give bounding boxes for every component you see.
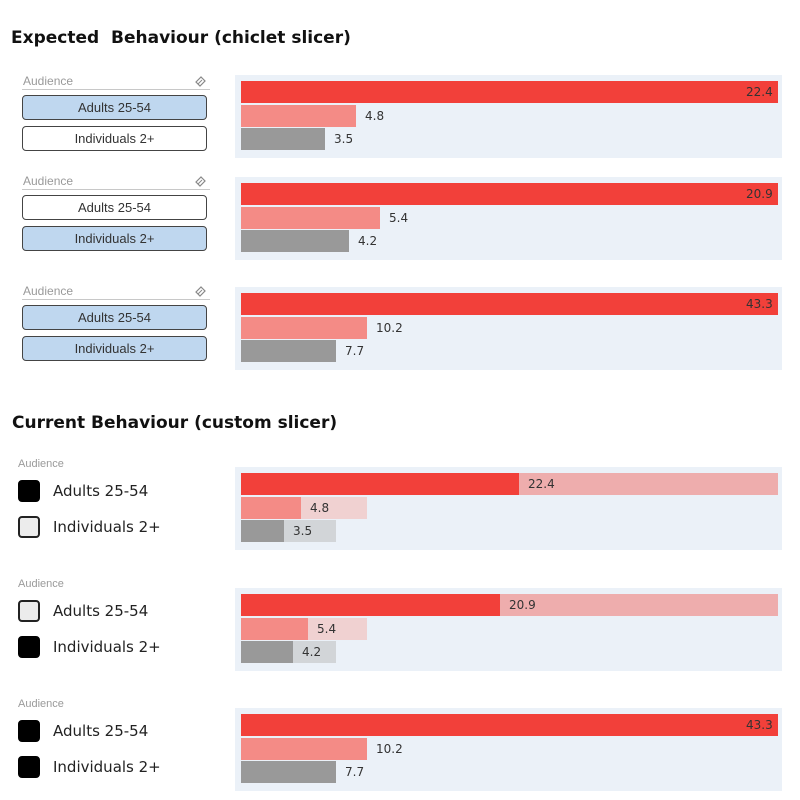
bar bbox=[241, 105, 356, 127]
checkbox-checked-icon[interactable] bbox=[18, 480, 40, 502]
option-individuals-2plus[interactable]: Individuals 2+ bbox=[53, 638, 161, 656]
bar bbox=[241, 738, 367, 760]
current-bar-chart-3: 43.3 10.2 7.7 bbox=[235, 708, 782, 791]
chip-individuals-2plus[interactable]: Individuals 2+ bbox=[22, 336, 207, 361]
bar-value-label: 4.2 bbox=[358, 234, 378, 248]
chip-individuals-2plus[interactable]: Individuals 2+ bbox=[22, 226, 207, 251]
option-adults-25-54[interactable]: Adults 25-54 bbox=[53, 722, 149, 740]
bar bbox=[241, 317, 367, 339]
current-bar-chart-1: 22.4 4.8 3.5 bbox=[235, 467, 782, 550]
checkbox-checked-icon[interactable] bbox=[18, 720, 40, 742]
slicer-header: Audience bbox=[22, 174, 210, 190]
bar-value-label: 7.7 bbox=[345, 344, 365, 358]
bar-value-label: 3.5 bbox=[293, 524, 313, 538]
checkbox-checked-icon[interactable] bbox=[18, 636, 40, 658]
bar-value-label: 4.8 bbox=[365, 109, 385, 123]
checkbox-unchecked-icon[interactable] bbox=[18, 516, 40, 538]
bar-value-label: 22.4 bbox=[746, 85, 773, 99]
chip-adults-25-54[interactable]: Adults 25-54 bbox=[22, 195, 207, 220]
option-individuals-2plus[interactable]: Individuals 2+ bbox=[53, 518, 161, 536]
slicer-header: Audience bbox=[22, 284, 210, 300]
bar bbox=[241, 473, 519, 495]
eraser-icon[interactable] bbox=[194, 75, 206, 87]
bar-value-label: 20.9 bbox=[509, 598, 536, 612]
current-heading: Current Behaviour (custom slicer) bbox=[12, 413, 338, 433]
bar bbox=[241, 520, 284, 542]
slicer-header-label: Audience bbox=[18, 578, 64, 590]
bar bbox=[241, 497, 301, 519]
chip-adults-25-54[interactable]: Adults 25-54 bbox=[22, 95, 207, 120]
current-bar-chart-2: 20.9 5.4 4.2 bbox=[235, 588, 782, 671]
bar bbox=[241, 207, 380, 229]
chiclet-slicer-3: Audience Adults 25-54 Individuals 2+ bbox=[22, 284, 210, 361]
bar-value-label: 3.5 bbox=[334, 132, 354, 146]
bar-value-label: 4.2 bbox=[302, 645, 322, 659]
bar-value-label: 5.4 bbox=[389, 211, 409, 225]
eraser-icon[interactable] bbox=[194, 175, 206, 187]
chip-adults-25-54[interactable]: Adults 25-54 bbox=[22, 305, 207, 330]
slicer-header-label: Audience bbox=[18, 458, 64, 470]
bar-value-label: 7.7 bbox=[345, 765, 365, 779]
expected-bar-chart-3: 43.3 10.2 7.7 bbox=[235, 287, 782, 370]
checkbox-unchecked-icon[interactable] bbox=[18, 600, 40, 622]
bar-value-label: 5.4 bbox=[317, 622, 337, 636]
eraser-icon[interactable] bbox=[194, 285, 206, 297]
slicer-header: Audience bbox=[22, 74, 210, 90]
chiclet-slicer-2: Audience Adults 25-54 Individuals 2+ bbox=[22, 174, 210, 251]
slicer-header-label: Audience bbox=[18, 698, 64, 710]
bar bbox=[241, 128, 325, 150]
option-adults-25-54[interactable]: Adults 25-54 bbox=[53, 602, 149, 620]
bar-value-label: 43.3 bbox=[746, 718, 773, 732]
slicer-header-label: Audience bbox=[23, 284, 74, 298]
checkbox-checked-icon[interactable] bbox=[18, 756, 40, 778]
bar bbox=[241, 340, 336, 362]
bar bbox=[241, 293, 778, 315]
bar bbox=[241, 230, 349, 252]
bar bbox=[241, 81, 778, 103]
bar-value-label: 22.4 bbox=[528, 477, 555, 491]
expected-heading: Expected Behaviour (chiclet slicer) bbox=[11, 28, 351, 48]
bar bbox=[241, 714, 778, 736]
bar bbox=[241, 183, 778, 205]
expected-bar-chart-1: 22.4 4.8 3.5 bbox=[235, 75, 782, 158]
bar bbox=[241, 761, 336, 783]
bar-value-label: 43.3 bbox=[746, 297, 773, 311]
bar-value-label: 20.9 bbox=[746, 187, 773, 201]
expected-bar-chart-2: 20.9 5.4 4.2 bbox=[235, 177, 782, 260]
chip-individuals-2plus[interactable]: Individuals 2+ bbox=[22, 126, 207, 151]
bar bbox=[241, 641, 293, 663]
chiclet-slicer-1: Audience Adults 25-54 Individuals 2+ bbox=[22, 74, 210, 151]
slicer-header-label: Audience bbox=[23, 174, 74, 188]
bar bbox=[241, 594, 500, 616]
bar-value-label: 10.2 bbox=[376, 742, 403, 756]
bar bbox=[241, 618, 308, 640]
bar-value-label: 10.2 bbox=[376, 321, 403, 335]
slicer-header-label: Audience bbox=[23, 74, 74, 88]
option-adults-25-54[interactable]: Adults 25-54 bbox=[53, 482, 149, 500]
option-individuals-2plus[interactable]: Individuals 2+ bbox=[53, 758, 161, 776]
bar-value-label: 4.8 bbox=[310, 501, 330, 515]
